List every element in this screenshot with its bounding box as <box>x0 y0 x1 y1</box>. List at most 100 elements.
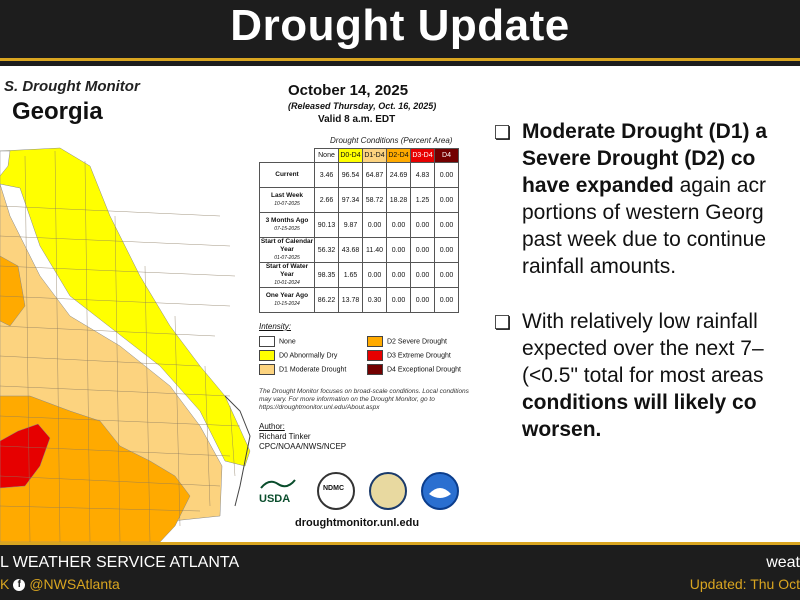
row-label: Current <box>259 162 315 188</box>
cell: 0.00 <box>434 162 459 188</box>
coastline <box>224 395 251 507</box>
d2-west-region <box>0 255 26 327</box>
cell: 0.00 <box>434 237 459 263</box>
cell: 58.72 <box>362 187 387 213</box>
checkbox-bullet-icon: ❏ <box>494 123 512 144</box>
bullet-item-1: ❏ Moderate Drought (D1) a Severe Drought… <box>494 118 800 280</box>
drought-monitor-heading: S. Drought Monitor <box>4 78 140 95</box>
row-date: 10-15-2024 <box>274 301 300 307</box>
drought-monitor-url[interactable]: droughtmonitor.unl.edu <box>295 517 420 529</box>
table-header-row: None D0-D4 D1-D4 D2-D4 D3-D4 D4 <box>260 148 459 163</box>
updated-text: Updated: Thu Oct <box>689 576 800 592</box>
legend-swatch <box>259 364 275 375</box>
col-header: D1-D4 <box>362 148 387 163</box>
author-org: CPC/NOAA/NWS/NCEP <box>259 442 347 451</box>
facebook-icon[interactable]: f <box>13 579 26 592</box>
row-date: 10-07-2025 <box>274 201 300 207</box>
legend-item: D0 Abnormally Dry <box>259 350 337 361</box>
georgia-drought-map <box>0 147 251 542</box>
legend-item: None <box>259 336 296 347</box>
table-corner <box>260 149 315 163</box>
table-row: One Year Ago 10-15-2024 86.22 13.78 0.30 … <box>259 287 459 313</box>
row-label: Start of Calendar Year 01-07-2025 <box>259 237 315 263</box>
map-date: October 14, 2025 <box>288 82 409 99</box>
cell: 4.83 <box>410 162 435 188</box>
monitor-note: The Drought Monitor focuses on broad-sca… <box>259 388 469 411</box>
bullet-text: (<0.5" total for most areas <box>522 364 764 387</box>
usda-text: USDA <box>259 493 291 505</box>
social-prefix: K <box>0 576 10 592</box>
noaa-logo-icon <box>421 472 459 510</box>
legend-item: D3 Extreme Drought <box>367 350 451 361</box>
legend-label: D3 Extreme Drought <box>387 352 451 360</box>
col-header: D2-D4 <box>386 148 411 163</box>
cell: 0.00 <box>434 187 459 213</box>
page-title: Drought Update <box>230 1 570 50</box>
bullet-text: conditions will likely co <box>522 391 757 414</box>
bullet-text: With relatively low rainfall <box>522 310 758 333</box>
bullet-text: worsen. <box>522 418 602 441</box>
none-region <box>0 150 11 177</box>
cell: 96.54 <box>338 162 363 188</box>
d0-region <box>0 147 251 467</box>
row-date: 10-01-2024 <box>274 280 300 286</box>
row-label: Start of Water Year 10-01-2024 <box>259 262 315 288</box>
cell: 0.00 <box>434 287 459 313</box>
cell: 97.34 <box>338 187 363 213</box>
cell: 13.78 <box>338 287 363 313</box>
legend-item: D2 Severe Drought <box>367 336 447 347</box>
cell: 2.66 <box>314 187 339 213</box>
website-text: weat <box>766 554 800 571</box>
legend-label: D1 Moderate Drought <box>279 366 347 374</box>
legend-item: D4 Exceptional Drought <box>367 364 461 375</box>
legend-title: Intensity: <box>259 322 292 331</box>
legend-label: None <box>279 338 296 346</box>
col-header: None <box>314 148 339 163</box>
row-label: One Year Ago 10-15-2024 <box>259 287 315 313</box>
d3-region <box>0 423 51 489</box>
legend-label: D0 Abnormally Dry <box>279 352 338 360</box>
bullet-text: rainfall amounts. <box>522 255 677 278</box>
cell: 0.00 <box>362 262 387 288</box>
table-row: 3 Months Ago 07-15-2025 90.13 9.87 0.00 0… <box>259 212 459 238</box>
checkbox-bullet-icon: ❏ <box>494 313 512 334</box>
row-label-text: Last Week <box>270 192 304 199</box>
twitter-handle[interactable]: @NWSAtlanta <box>29 576 120 592</box>
cell: 0.00 <box>386 212 411 238</box>
cell: 3.46 <box>314 162 339 188</box>
cell: 0.30 <box>362 287 387 313</box>
cell: 56.32 <box>314 237 339 263</box>
cell: 1.65 <box>338 262 363 288</box>
bullet-text: Severe Drought (D2) co <box>522 147 756 170</box>
table-row: Last Week 10-07-2025 2.66 97.34 58.72 18.… <box>259 187 459 213</box>
table-row: Current 3.46 96.54 64.87 24.69 4.83 0.00 <box>259 162 459 188</box>
table-row: Start of Calendar Year 01-07-2025 56.32 4… <box>259 237 459 263</box>
cell: 0.00 <box>410 262 435 288</box>
drought-conditions-table: None D0-D4 D1-D4 D2-D4 D3-D4 D4 Current … <box>259 148 459 313</box>
cell: 1.25 <box>410 187 435 213</box>
cell: 86.22 <box>314 287 339 313</box>
author-label: Author: <box>259 422 285 431</box>
main-content: S. Drought Monitor Georgia October 14, 2… <box>0 66 800 542</box>
agency-logos: USDA NDMC <box>259 468 478 512</box>
cell: 0.00 <box>434 212 459 238</box>
legend-swatch <box>259 350 275 361</box>
legend-label: D4 Exceptional Drought <box>387 366 461 374</box>
legend-swatch <box>367 364 383 375</box>
ndmc-text: NDMC <box>323 485 344 492</box>
usda-logo: USDA <box>259 476 297 505</box>
bullet-text: have expanded <box>522 174 674 197</box>
row-label-text: One Year Ago <box>265 292 309 299</box>
cell: 0.00 <box>410 287 435 313</box>
conditions-title: Drought Conditions (Percent Area) <box>330 136 453 145</box>
cell: 0.00 <box>410 237 435 263</box>
title-bar: Drought Update <box>0 0 800 52</box>
bullet-text: portions of western Georg <box>522 201 764 224</box>
intensity-legend: Intensity: None D0 Abnormally Dry D1 Mod… <box>259 322 461 375</box>
bullet-text: expected over the next 7– <box>522 337 764 360</box>
row-label: Last Week 10-07-2025 <box>259 187 315 213</box>
cell: 0.00 <box>386 237 411 263</box>
col-header: D0-D4 <box>338 148 363 163</box>
cell: 0.00 <box>386 262 411 288</box>
